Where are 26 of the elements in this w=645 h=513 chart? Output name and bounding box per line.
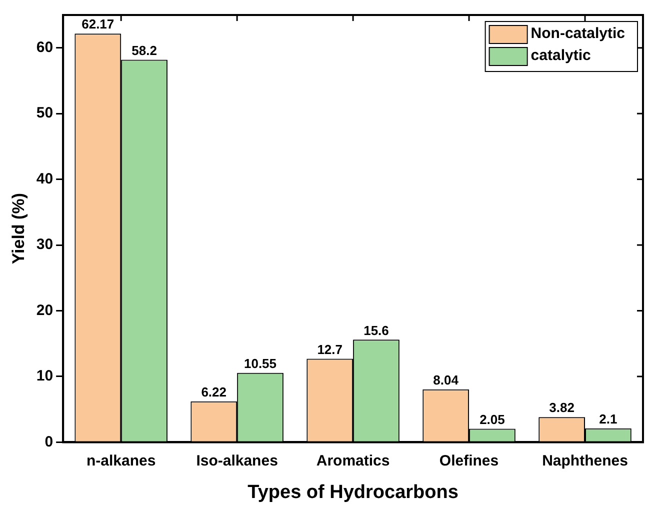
x-axis-title: Types of Hydrocarbons (248, 482, 458, 503)
x-tick-label: Aromatics (316, 452, 390, 470)
x-tick-label: n-alkanes (86, 452, 156, 470)
legend-label: Non-catalytic (530, 25, 626, 42)
data-label: 12.7 (317, 342, 342, 357)
data-label: 3.82 (549, 400, 574, 416)
y-tick-label: 20 (36, 302, 54, 319)
x-tick-label: Olefines (439, 452, 499, 470)
data-label: 62.17 (82, 16, 114, 32)
x-tick-label: Naphthenes (542, 452, 628, 470)
y-tick-label: 10 (36, 368, 54, 385)
data-label: 10.55 (244, 356, 277, 371)
y-tick-label: 0 (44, 433, 54, 450)
y-tick-label: 40 (36, 170, 54, 188)
y-axis-title: Yield (%) (8, 193, 28, 264)
data-label: 2.1 (599, 411, 618, 426)
y-tick-label: 30 (36, 236, 54, 254)
data-label: 58.2 (132, 42, 157, 58)
x-tick-label: Iso-alkanes (196, 452, 278, 470)
y-tick-label: 60 (36, 39, 54, 56)
data-label: 2.05 (480, 412, 505, 427)
legend-label: catalytic (530, 47, 591, 64)
data-label: 6.22 (201, 384, 227, 400)
y-tick-label: 50 (36, 104, 54, 122)
data-label: 8.04 (433, 372, 460, 388)
data-label: 15.6 (364, 322, 389, 338)
